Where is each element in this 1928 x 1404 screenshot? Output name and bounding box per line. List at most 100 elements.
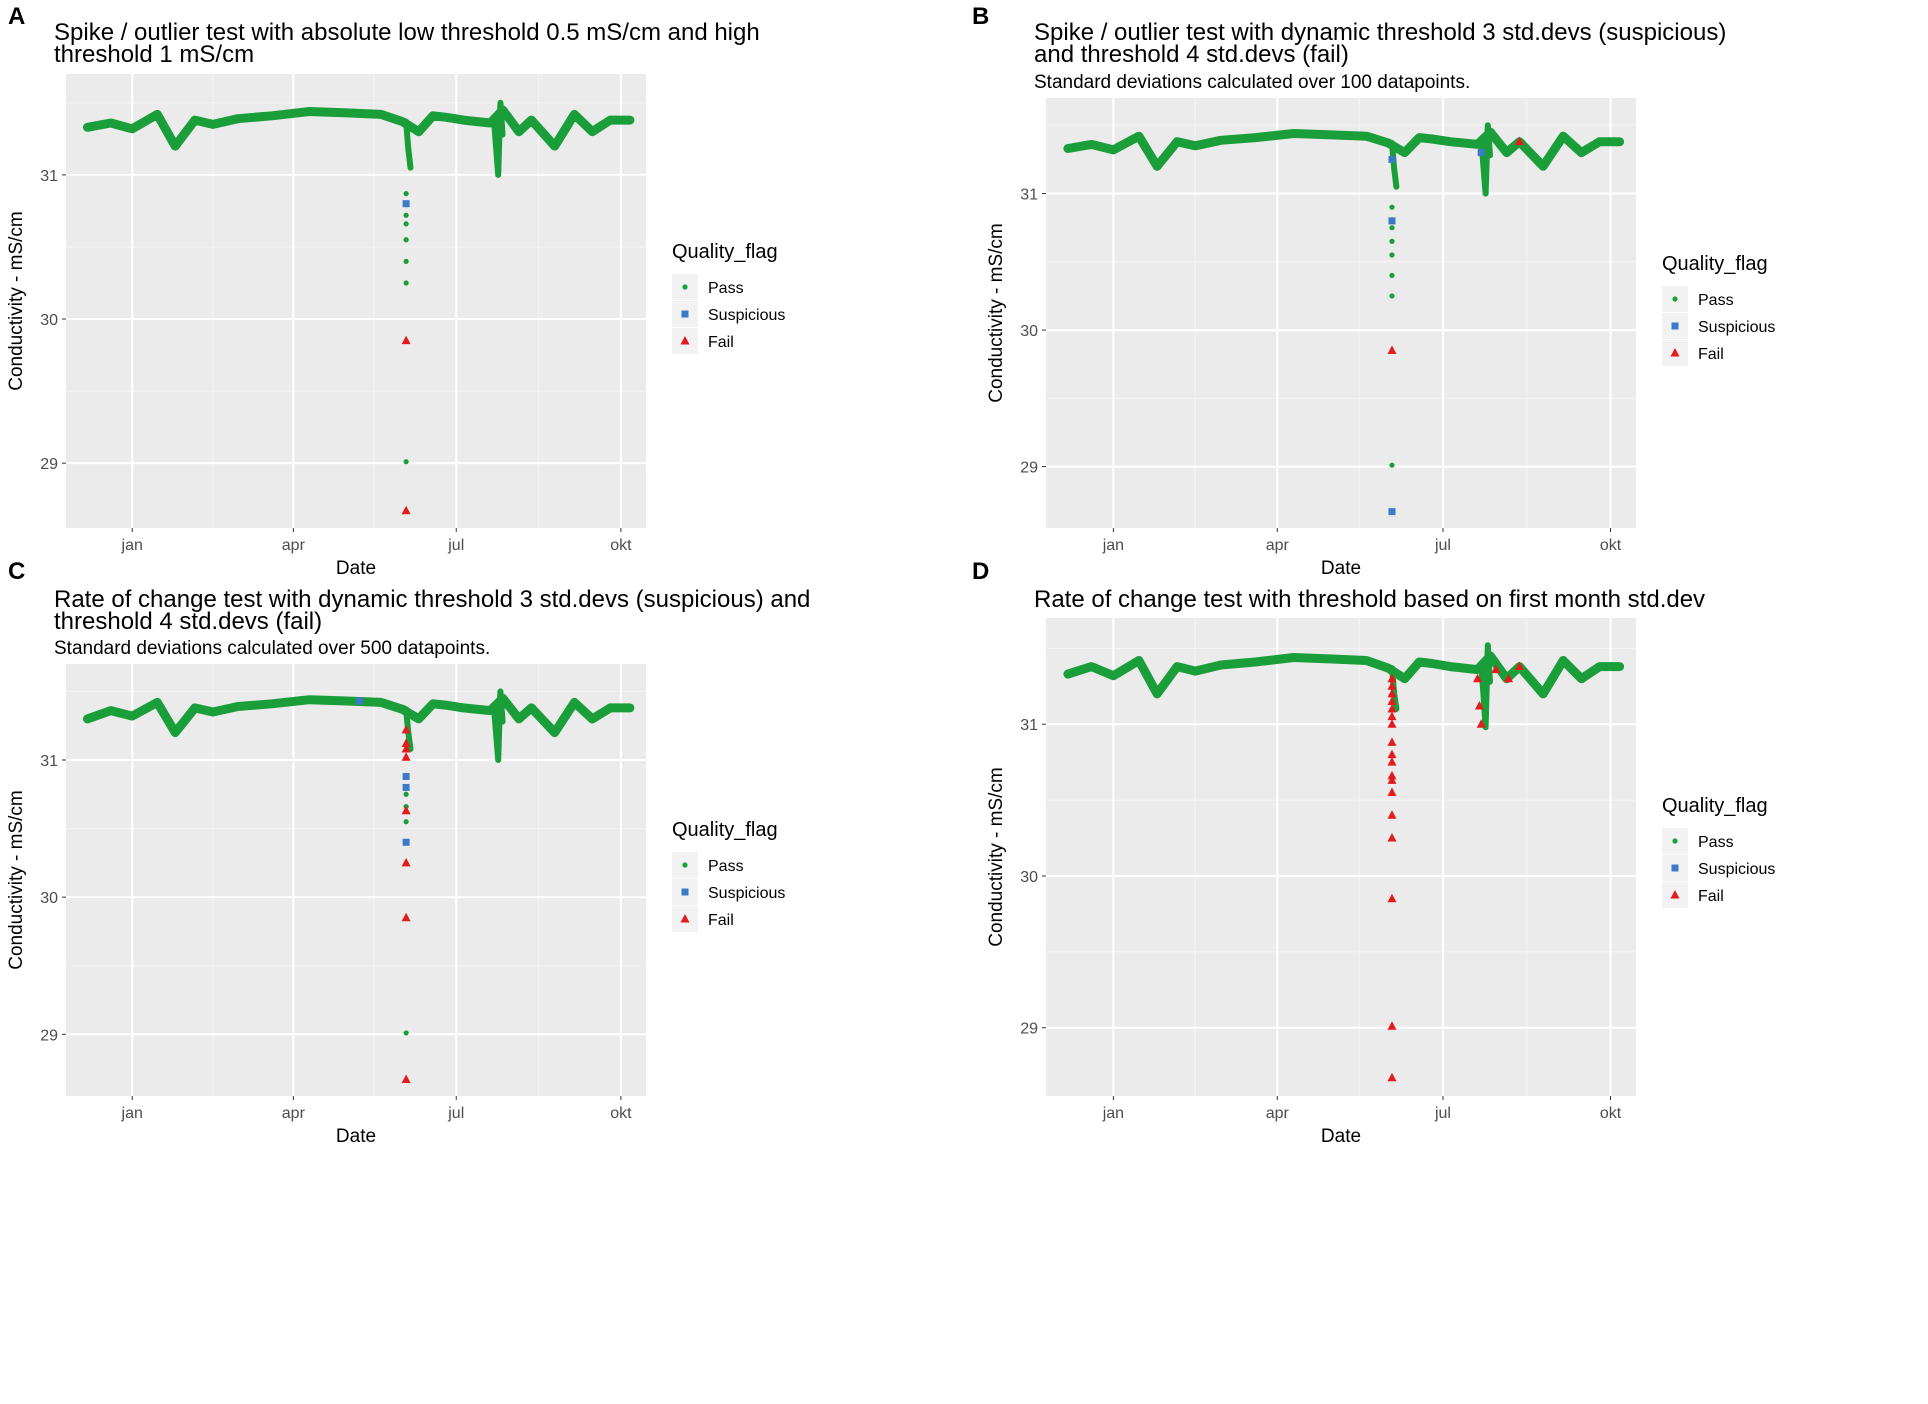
pass-point [403,280,409,286]
fail-point [1476,719,1486,728]
suspicious-point [356,697,364,705]
panel-d: D Rate of change test with threshold base… [964,558,1928,1404]
pass-series-dip [1478,122,1493,197]
x-tick-label: jul [447,1105,464,1122]
legend-label-pass: Pass [708,858,744,875]
legend-key-suspicious [1671,864,1679,872]
legend-title: Quality_flag [672,241,778,263]
pass-point [403,459,409,465]
y-tick-label: 29 [1020,460,1038,477]
y-tick-label: 30 [1020,323,1038,340]
x-tick-label: apr [282,537,306,554]
legend-key-fail [680,914,690,923]
chart-title-line: Rate of change test with threshold based… [1034,586,1705,613]
legend-key-fail [680,336,690,345]
legend-label-fail: Fail [708,334,734,351]
pass-series-band [83,105,635,151]
pass-point [1389,252,1395,258]
x-tick-label: apr [1266,1105,1290,1122]
y-tick-label: 31 [1020,187,1038,204]
fail-point [1504,673,1514,683]
legend-title: Quality_flag [1662,795,1768,817]
fail-point [1387,775,1397,784]
legend-title: Quality_flag [672,819,778,841]
y-axis-title: Conductivity - mS/cm [6,211,27,390]
fail-point [1387,1072,1397,1082]
legend-label-suspicious: Suspicious [1698,319,1775,336]
pass-series-dip [1478,642,1493,731]
legend-key-pass [1672,296,1678,302]
fail-point [1387,696,1397,705]
suspicious-point [402,200,410,208]
fail-point [1387,673,1397,683]
y-axis-title: Conductivity - mS/cm [6,790,27,969]
y-tick-label: 29 [40,456,58,473]
panel-letter: D [972,558,989,585]
chart-title-line: and threshold 4 std.devs (fail) [1034,41,1349,68]
pass-point [403,221,409,227]
x-tick-label: okt [1600,1105,1622,1122]
pass-series-dip [403,118,414,171]
fail-point [1387,893,1397,903]
pass-point [1389,293,1395,299]
fail-point [1474,701,1484,710]
plot-background [66,664,646,1096]
legend-key-suspicious [681,310,689,318]
suspicious-point [1388,155,1396,163]
fail-point [1387,1021,1397,1030]
y-tick-label: 31 [40,168,58,185]
legend-key-fail [1670,348,1680,357]
y-axis-title: Conductivity - mS/cm [986,223,1007,402]
pass-point [403,791,409,797]
y-tick-label: 29 [40,1027,58,1044]
y-tick-label: 31 [1020,717,1038,734]
suspicious-point [1477,149,1485,157]
chart-d: D Rate of change test with threshold base… [972,558,1775,1147]
plot-background [66,74,646,528]
x-tick-label: jan [121,1105,143,1122]
legend-label-fail: Fail [1698,888,1724,905]
fail-point [1387,688,1397,698]
pass-point [1389,238,1395,244]
fail-point [1387,810,1397,819]
pass-series-band [1063,127,1625,171]
pass-point [1389,462,1395,468]
pass-point [403,819,409,825]
suspicious-point [1388,508,1396,516]
fail-point [1514,661,1524,671]
suspicious-point [402,838,410,846]
legend-label-pass: Pass [1698,834,1734,851]
chart-c: C Rate of change test with dynamic thresh… [6,558,810,1147]
fail-point [401,505,411,515]
x-tick-label: jan [1102,537,1124,554]
panel-letter: C [8,558,25,585]
fail-point [1473,673,1483,683]
x-tick-label: jan [121,537,143,554]
x-tick-label: okt [610,1105,632,1122]
fail-point [401,744,411,753]
pass-series-dip [490,99,506,178]
x-tick-label: okt [1600,537,1622,554]
fail-point [1491,664,1501,674]
legend-key-suspicious [1671,322,1679,330]
legend-label-fail: Fail [1698,346,1724,363]
legend-key-pass [1672,838,1678,844]
fail-point [1387,833,1397,842]
x-tick-label: jul [447,537,464,554]
pass-point [403,237,409,243]
x-tick-label: okt [610,537,632,554]
y-tick-label: 30 [40,312,58,329]
fail-point [401,335,411,345]
y-axis-title: Conductivity - mS/cm [986,767,1007,946]
legend-title: Quality_flag [1662,253,1768,275]
y-tick-label: 31 [40,753,58,770]
legend-key-suspicious [681,888,689,896]
y-tick-label: 30 [1020,869,1038,886]
legend-label-suspicious: Suspicious [1698,861,1775,878]
chart-title-line: threshold 1 mS/cm [54,41,254,68]
x-axis-title: Date [1321,1126,1361,1147]
legend-label-pass: Pass [1698,292,1734,309]
panel-c: C Rate of change test with dynamic thresh… [0,558,964,1404]
plot-background [1046,98,1636,528]
x-tick-label: apr [1266,537,1290,554]
